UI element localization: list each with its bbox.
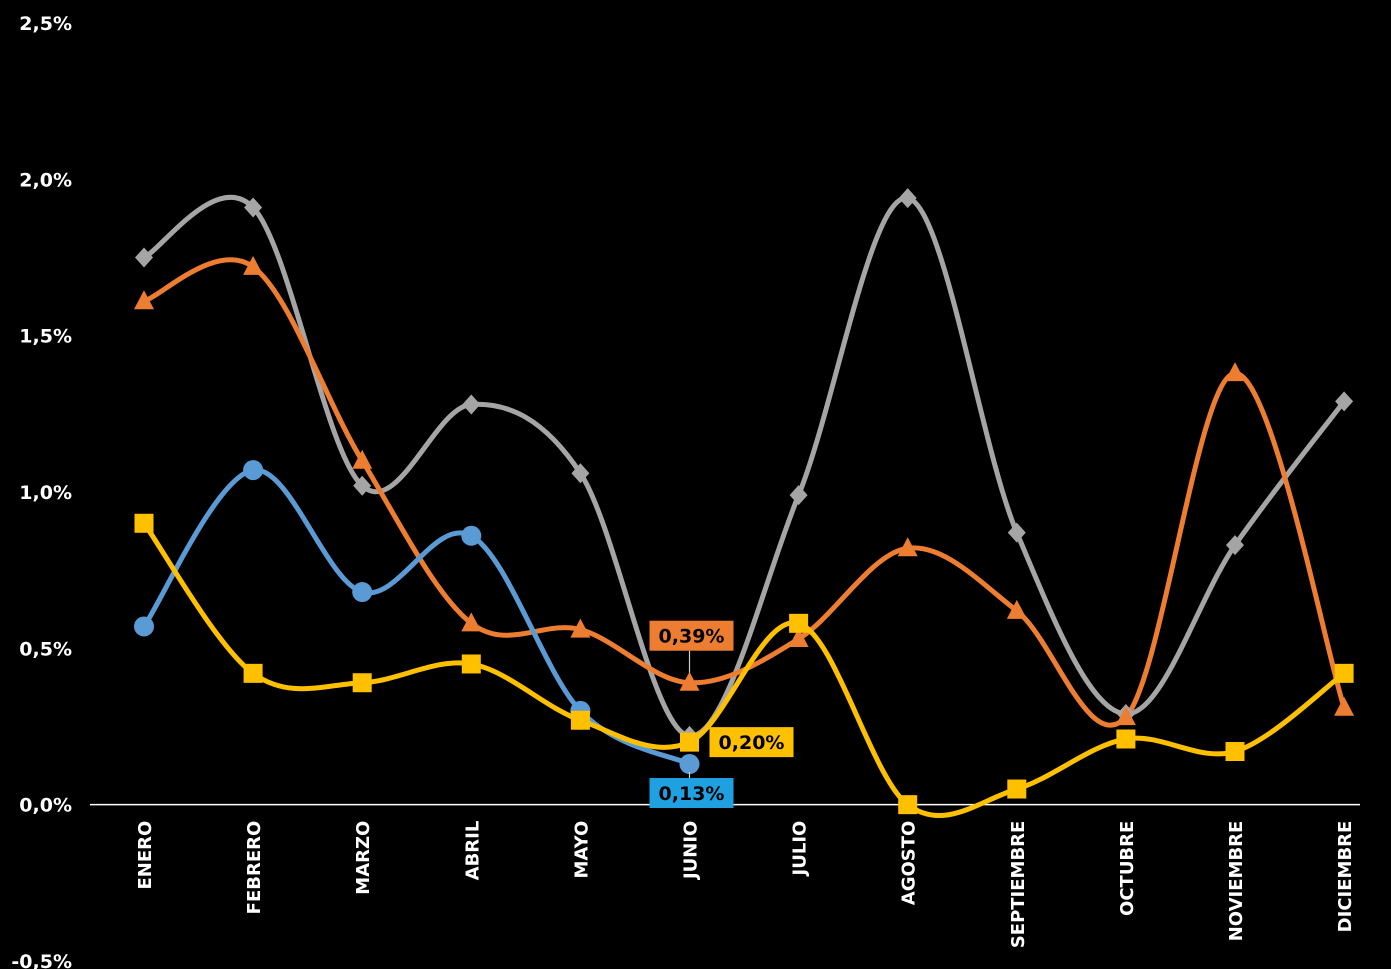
series-2-point	[1334, 696, 1355, 716]
x-tick-label: JUNIO	[681, 821, 702, 881]
x-tick-label: AGOSTO	[899, 821, 920, 906]
data-label-box	[649, 778, 734, 809]
series-4-point	[1225, 742, 1245, 762]
y-tick-label: 1,5%	[19, 326, 72, 348]
x-tick-label: DICIEMBRE	[1335, 821, 1356, 933]
series-2-point	[461, 612, 482, 632]
series-4-point	[352, 673, 372, 693]
series-3-line	[141, 467, 692, 767]
data-label-box	[709, 727, 794, 758]
x-tick-label: JULIO	[790, 821, 811, 878]
series-2-point	[1115, 706, 1136, 726]
series-2-point	[352, 449, 373, 469]
x-tick-label: OCTUBRE	[1117, 821, 1138, 916]
x-tick-label: FEBRERO	[244, 821, 265, 915]
y-tick-label: -0,5%	[11, 951, 72, 969]
series-2-point	[134, 290, 154, 310]
series-2-point	[679, 671, 700, 691]
series-4-point	[898, 795, 918, 815]
series-4-point	[789, 613, 809, 633]
series-2-point	[788, 627, 809, 647]
series-1-point	[353, 475, 372, 496]
x-tick-label: MARZO	[353, 821, 374, 895]
data-label: 0,20%	[719, 732, 785, 754]
series-3-point	[243, 460, 264, 481]
y-tick-label: 2,5%	[19, 13, 72, 35]
series-1-point	[898, 188, 917, 209]
series-1-point	[462, 394, 481, 415]
series-2-point	[897, 537, 918, 557]
series-3-point	[134, 616, 154, 637]
y-tick-label: 0,0%	[19, 795, 72, 817]
data-label-box	[649, 620, 734, 651]
series-4-line	[141, 520, 1347, 818]
series-1-point	[1007, 522, 1026, 543]
y-tick-label: 1,0%	[19, 482, 72, 504]
y-tick-label: 0,5%	[19, 638, 72, 660]
data-label: 0,39%	[659, 626, 725, 648]
x-tick-label: MAYO	[571, 821, 592, 879]
series-2-point	[243, 255, 264, 275]
series-1-point	[789, 485, 808, 506]
data-label: 0,13%	[659, 783, 725, 805]
series-1-point	[571, 463, 590, 484]
x-tick-label: ENERO	[135, 821, 156, 890]
series-1-point	[1226, 535, 1244, 556]
series-3-point	[679, 754, 700, 775]
series-4-point	[680, 732, 699, 752]
series-4-point	[570, 710, 590, 730]
data-labels: 0,39% 0,20% 0,13%	[649, 620, 794, 809]
series-1-point	[244, 197, 263, 218]
y-axis-labels: -0,5% 0,0% 0,5% 1,0% 1,5% 2,0% 2,5%	[11, 13, 72, 969]
x-tick-label: ABRIL	[462, 821, 483, 881]
series-1-line	[141, 194, 1347, 739]
series-1-point	[1335, 391, 1354, 412]
series-2-point	[1006, 599, 1027, 619]
series-2-point	[1225, 362, 1245, 382]
series-4-point	[243, 663, 263, 683]
series-3-point	[461, 525, 482, 546]
series-4-point	[1007, 779, 1027, 799]
series-4-point	[134, 513, 154, 533]
series-1-point	[135, 247, 153, 268]
x-tick-label: SEPTIEMBRE	[1008, 821, 1029, 949]
series-2-point	[570, 618, 591, 638]
series-3-point	[352, 582, 373, 603]
y-tick-label: 2,0%	[19, 169, 72, 191]
series-4-point	[1334, 663, 1354, 683]
series-4-point	[461, 654, 481, 674]
x-tick-label: NOVIEMBRE	[1226, 821, 1247, 942]
series-lines	[141, 194, 1347, 818]
series-markers	[134, 188, 1355, 815]
x-axis-labels: ENERO FEBRERO MARZO ABRIL MAYO JUNIO JULIO AGOS…	[135, 821, 1356, 949]
series-4-point	[1116, 729, 1136, 749]
